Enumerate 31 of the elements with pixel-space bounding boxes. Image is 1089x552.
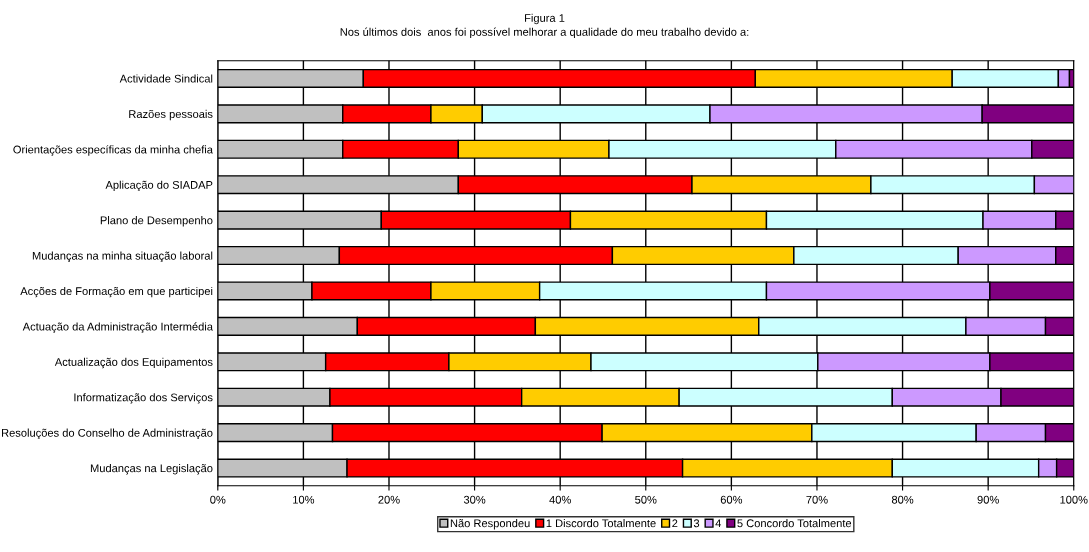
legend-label: 3 (693, 519, 700, 528)
y-tick-label: Acções de Formação em que participei (20, 286, 213, 298)
x-tick-label: 50% (635, 495, 657, 504)
y-tick-label: Aplicação do SIADAP (105, 180, 213, 192)
x-tick-label: 20% (378, 495, 400, 504)
x-tick-label: 100% (1060, 495, 1088, 504)
x-tick-label: 10% (293, 495, 315, 504)
y-tick-label: Mudanças na Legislação (90, 464, 213, 475)
x-tick-label: 60% (720, 495, 743, 504)
y-tick-label: Orientações específicas da minha chefia (13, 145, 213, 156)
legend-label: 2 (672, 519, 678, 528)
legend-label: 4 (715, 519, 722, 528)
legend-label: 5 Concordo Totalmente (737, 519, 852, 528)
y-tick-label: Razões pessoais (129, 109, 213, 121)
chart-title: Figura 1 (525, 13, 565, 25)
x-tick-label: 70% (806, 495, 828, 504)
y-tick-label: Mudanças na minha situação laboral (32, 251, 213, 262)
y-tick-label: Resoluções do Conselho de Administração (2, 428, 213, 440)
x-tick-label: 40% (549, 495, 571, 504)
legend-label: 1 Discordo Totalmente (546, 519, 656, 528)
x-tick-label: 30% (463, 495, 486, 504)
y-tick-label: Informatização dos Serviços (74, 393, 213, 404)
y-tick-label: Plano de Desempenho (100, 216, 213, 227)
chart-subtitle: Nos últimos dois anos foi possível melhorar a qualidade do meu trabalho devido a: (340, 27, 749, 39)
legend-label: Não Respondeu (450, 519, 530, 530)
x-tick-label: 90% (977, 495, 999, 504)
y-tick-label: Actualização dos Equipamentos (54, 357, 213, 369)
x-tick-label: 0% (210, 495, 226, 504)
x-tick-label: 80% (891, 495, 914, 504)
y-tick-label: Actuação da Administração Intermédia (22, 322, 213, 333)
y-tick-label: Actividade Sindical (119, 74, 213, 83)
